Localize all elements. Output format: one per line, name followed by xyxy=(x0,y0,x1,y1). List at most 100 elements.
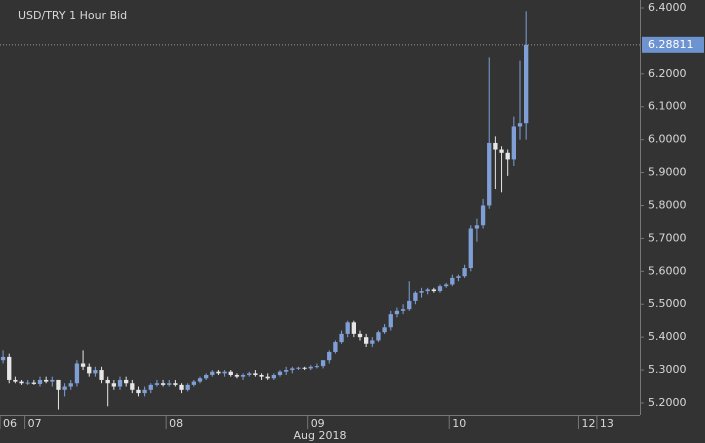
candle-body xyxy=(173,383,178,385)
candle-body xyxy=(327,351,332,361)
candle-body xyxy=(265,376,270,379)
candle-body xyxy=(474,225,480,229)
candle-body xyxy=(19,381,24,384)
candle-body xyxy=(505,152,510,160)
candle-body xyxy=(259,375,264,377)
candle-body xyxy=(240,375,246,377)
y-tick-label: 6.0000 xyxy=(648,133,687,146)
x-tick-label: 13 xyxy=(600,417,614,430)
candle-body xyxy=(136,389,141,394)
candle-body xyxy=(419,291,424,293)
candle-body xyxy=(185,384,190,390)
candle-body xyxy=(13,379,18,382)
candle-body xyxy=(333,342,338,352)
candle-body xyxy=(382,327,387,333)
candle-body xyxy=(456,276,461,278)
candle-body xyxy=(44,379,49,382)
candle-body xyxy=(413,292,418,301)
chart-title: USD/TRY 1 Hour Bid xyxy=(18,9,127,22)
candle-body xyxy=(253,373,258,376)
candle-body xyxy=(277,371,283,376)
x-tick-label: 10 xyxy=(452,417,466,430)
candle-body xyxy=(425,289,430,292)
candle-body xyxy=(222,371,227,374)
candle-body xyxy=(376,332,381,341)
candle-body xyxy=(62,386,67,390)
candle-body xyxy=(400,309,406,311)
candle-body xyxy=(320,360,326,367)
candle-body xyxy=(160,383,166,385)
candle-body xyxy=(7,356,12,380)
candle-body xyxy=(296,367,301,369)
candle-body xyxy=(124,379,129,384)
candle-body xyxy=(493,142,498,150)
candle-body xyxy=(167,383,172,385)
candle-body xyxy=(357,333,363,338)
x-tick-label: 12 xyxy=(581,417,595,430)
candle-body xyxy=(56,379,61,390)
candle-body xyxy=(444,284,449,287)
candle-body xyxy=(0,356,6,361)
candle-body xyxy=(394,310,400,315)
candle-body xyxy=(468,228,473,269)
candle-body xyxy=(117,379,123,387)
candle-body xyxy=(93,370,98,374)
x-tick-label: 07 xyxy=(28,417,42,430)
candle-body xyxy=(462,268,467,277)
candle-body xyxy=(148,384,153,390)
candle-body xyxy=(511,126,516,160)
candle-body xyxy=(487,142,492,206)
y-tick-label: 5.9000 xyxy=(648,166,687,179)
last-price-label: 6.28811 xyxy=(648,38,694,51)
y-tick-label: 5.2000 xyxy=(648,396,687,409)
candle-body xyxy=(345,322,350,334)
candle-body xyxy=(364,337,369,344)
candle-body xyxy=(204,375,209,379)
candle-body xyxy=(407,300,412,310)
x-tick-label: 09 xyxy=(311,417,325,430)
candle-body xyxy=(111,383,116,387)
candle-body xyxy=(480,205,486,226)
candle-body xyxy=(68,383,73,387)
candle-body xyxy=(290,368,295,371)
candle-body xyxy=(80,363,86,367)
candle-body xyxy=(87,366,92,374)
y-tick-label: 5.3000 xyxy=(648,363,687,376)
candle-body xyxy=(99,370,104,380)
candle-body xyxy=(197,378,203,382)
candle-body xyxy=(191,381,196,385)
candle-body xyxy=(37,379,43,384)
candle-body xyxy=(216,371,221,374)
candle-body xyxy=(450,277,455,285)
candle-body xyxy=(105,379,110,384)
y-tick-label: 5.6000 xyxy=(648,264,687,277)
candle-body xyxy=(130,383,135,390)
candle-body xyxy=(31,382,36,384)
candle-body xyxy=(284,370,289,372)
candle-body xyxy=(228,371,233,376)
candle-body xyxy=(370,340,375,344)
candle-body xyxy=(210,371,215,376)
y-tick-label: 5.8000 xyxy=(648,198,687,211)
y-tick-label: 6.1000 xyxy=(648,100,687,113)
candle-body xyxy=(499,149,504,153)
y-tick-label: 6.4000 xyxy=(648,1,687,14)
candle-body xyxy=(388,314,393,328)
candle-body xyxy=(437,286,443,292)
candle-body xyxy=(179,384,184,390)
candle-body xyxy=(339,333,344,343)
candle-body xyxy=(314,366,320,368)
y-tick-label: 5.4000 xyxy=(648,330,687,343)
candle-body xyxy=(524,44,529,124)
y-tick-label: 5.7000 xyxy=(648,231,687,244)
candle-body xyxy=(234,375,240,377)
candle-body xyxy=(431,289,436,292)
y-tick-label: 5.5000 xyxy=(648,297,687,310)
candle-body xyxy=(351,322,356,334)
candle-body xyxy=(74,363,80,384)
candle-body xyxy=(517,123,523,127)
candle-body xyxy=(142,389,147,394)
candle-body xyxy=(154,383,160,385)
candle-body xyxy=(25,382,30,384)
